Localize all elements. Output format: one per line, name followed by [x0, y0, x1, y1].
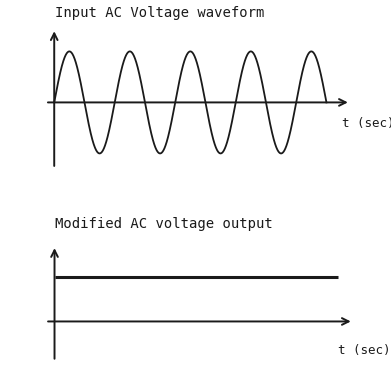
Text: Modified AC voltage output: Modified AC voltage output: [55, 217, 273, 231]
Text: t (sec): t (sec): [342, 117, 391, 130]
Text: t (sec): t (sec): [338, 344, 391, 357]
Text: Input AC Voltage waveform: Input AC Voltage waveform: [55, 6, 264, 20]
